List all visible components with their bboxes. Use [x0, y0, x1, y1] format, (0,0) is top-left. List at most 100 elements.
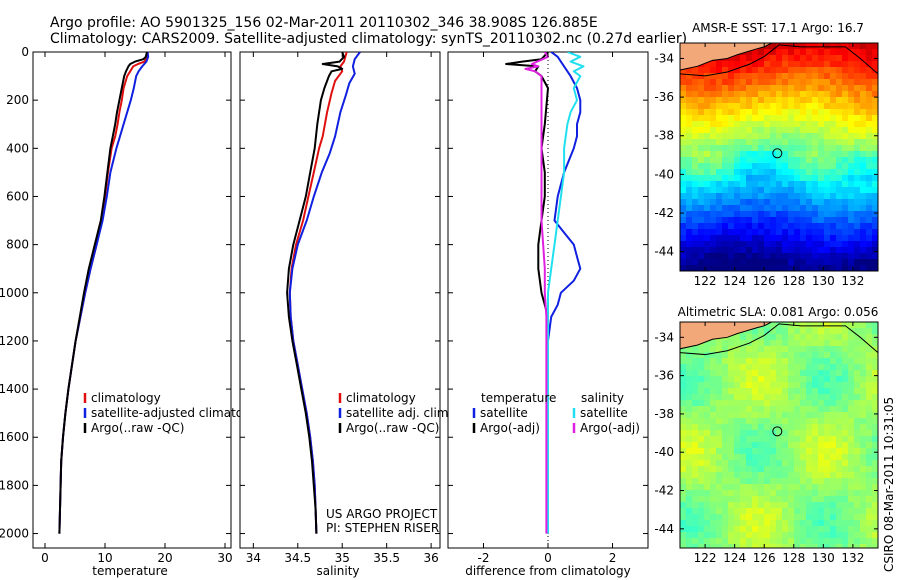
map-cell: [698, 544, 705, 548]
map-cell: [824, 340, 831, 347]
map-cell: [698, 472, 705, 479]
map-cell: [860, 109, 867, 116]
map-cell: [776, 370, 783, 377]
map-cell: [806, 406, 813, 413]
map-cell: [800, 79, 807, 86]
map-cell: [830, 334, 837, 341]
map-cell: [788, 526, 795, 533]
map-cell: [848, 241, 855, 248]
map-cell: [824, 520, 831, 527]
map-cell: [854, 394, 861, 401]
map-cell: [686, 103, 693, 110]
map-cell: [770, 484, 777, 491]
map-cell: [800, 253, 807, 260]
map-cell: [716, 460, 723, 467]
map-cell: [692, 544, 699, 548]
map-cell: [824, 43, 831, 50]
map-cell: [698, 406, 705, 413]
map-cell: [860, 478, 867, 485]
map-cell: [746, 193, 753, 200]
map-cell: [824, 532, 831, 539]
timestamp-side-label: CSIRO 08-Mar-2011 10:31:05: [882, 397, 896, 572]
map-cell: [764, 346, 771, 353]
map-cell: [794, 235, 801, 242]
map-cell: [764, 538, 771, 545]
y-tick-label: -44: [654, 245, 674, 259]
map-cell: [800, 508, 807, 515]
map-cell: [842, 466, 849, 473]
map-cell: [734, 502, 741, 509]
map-cell: [722, 79, 729, 86]
map-cell: [830, 181, 837, 188]
map-cell: [710, 229, 717, 236]
map-cell: [776, 235, 783, 242]
map-cell: [812, 376, 819, 383]
map-cell: [812, 79, 819, 86]
map-cell: [698, 532, 705, 539]
map-cell: [764, 502, 771, 509]
map-cell: [698, 400, 705, 407]
map-cell: [764, 73, 771, 80]
map-cell: [746, 169, 753, 176]
map-cell: [722, 199, 729, 206]
map-cell: [806, 175, 813, 182]
map-cell: [854, 223, 861, 230]
map-cell: [824, 328, 831, 335]
map-cell: [830, 520, 837, 527]
map-cell: [722, 253, 729, 260]
map-cell: [734, 376, 741, 383]
map-cell: [686, 241, 693, 248]
map-cell: [782, 538, 789, 545]
map-cell: [686, 526, 693, 533]
map-cell: [824, 205, 831, 212]
map-cell: [836, 466, 843, 473]
map-cell: [716, 472, 723, 479]
map-cell: [830, 322, 837, 329]
map-cell: [854, 544, 861, 548]
map-cell: [758, 448, 765, 455]
map-cell: [860, 151, 867, 158]
map-cell: [776, 199, 783, 206]
map-cell: [686, 211, 693, 218]
map-cell: [830, 157, 837, 164]
map-cell: [848, 400, 855, 407]
map-cell: [716, 253, 723, 260]
map-cell: [734, 358, 741, 365]
map-cell: [782, 490, 789, 497]
map-cell: [854, 406, 861, 413]
difference-legend: temperaturesatelliteArgo(-adj)salinitysa…: [472, 391, 640, 435]
map-cell: [830, 235, 837, 242]
map-cell: [848, 163, 855, 170]
map-cell: [776, 49, 783, 56]
map-cell: [692, 193, 699, 200]
map-cell: [776, 139, 783, 146]
map-cell: [686, 430, 693, 437]
map-cell: [824, 103, 831, 110]
map-cell: [716, 442, 723, 449]
map-cell: [866, 412, 873, 419]
map-cell: [710, 169, 717, 176]
map-cell: [776, 526, 783, 533]
map-cell: [746, 223, 753, 230]
map-cell: [866, 205, 873, 212]
map-cell: [734, 247, 741, 254]
x-tick-label: -2: [477, 551, 489, 565]
map-cell: [824, 121, 831, 128]
map-cell: [782, 484, 789, 491]
map-cell: [806, 376, 813, 383]
map-cell: [770, 73, 777, 80]
map-cell: [794, 496, 801, 503]
map-cell: [806, 460, 813, 467]
map-cell: [770, 460, 777, 467]
map-cell: [848, 49, 855, 56]
map-cell: [758, 532, 765, 539]
map-cell: [758, 91, 765, 98]
map-cell: [782, 514, 789, 521]
map-cell: [758, 109, 765, 116]
map-cell: [836, 328, 843, 335]
map-cell: [866, 370, 873, 377]
map-cell: [812, 454, 819, 461]
map-cell: [734, 175, 741, 182]
map-cell: [746, 508, 753, 515]
map-cell: [866, 484, 873, 491]
